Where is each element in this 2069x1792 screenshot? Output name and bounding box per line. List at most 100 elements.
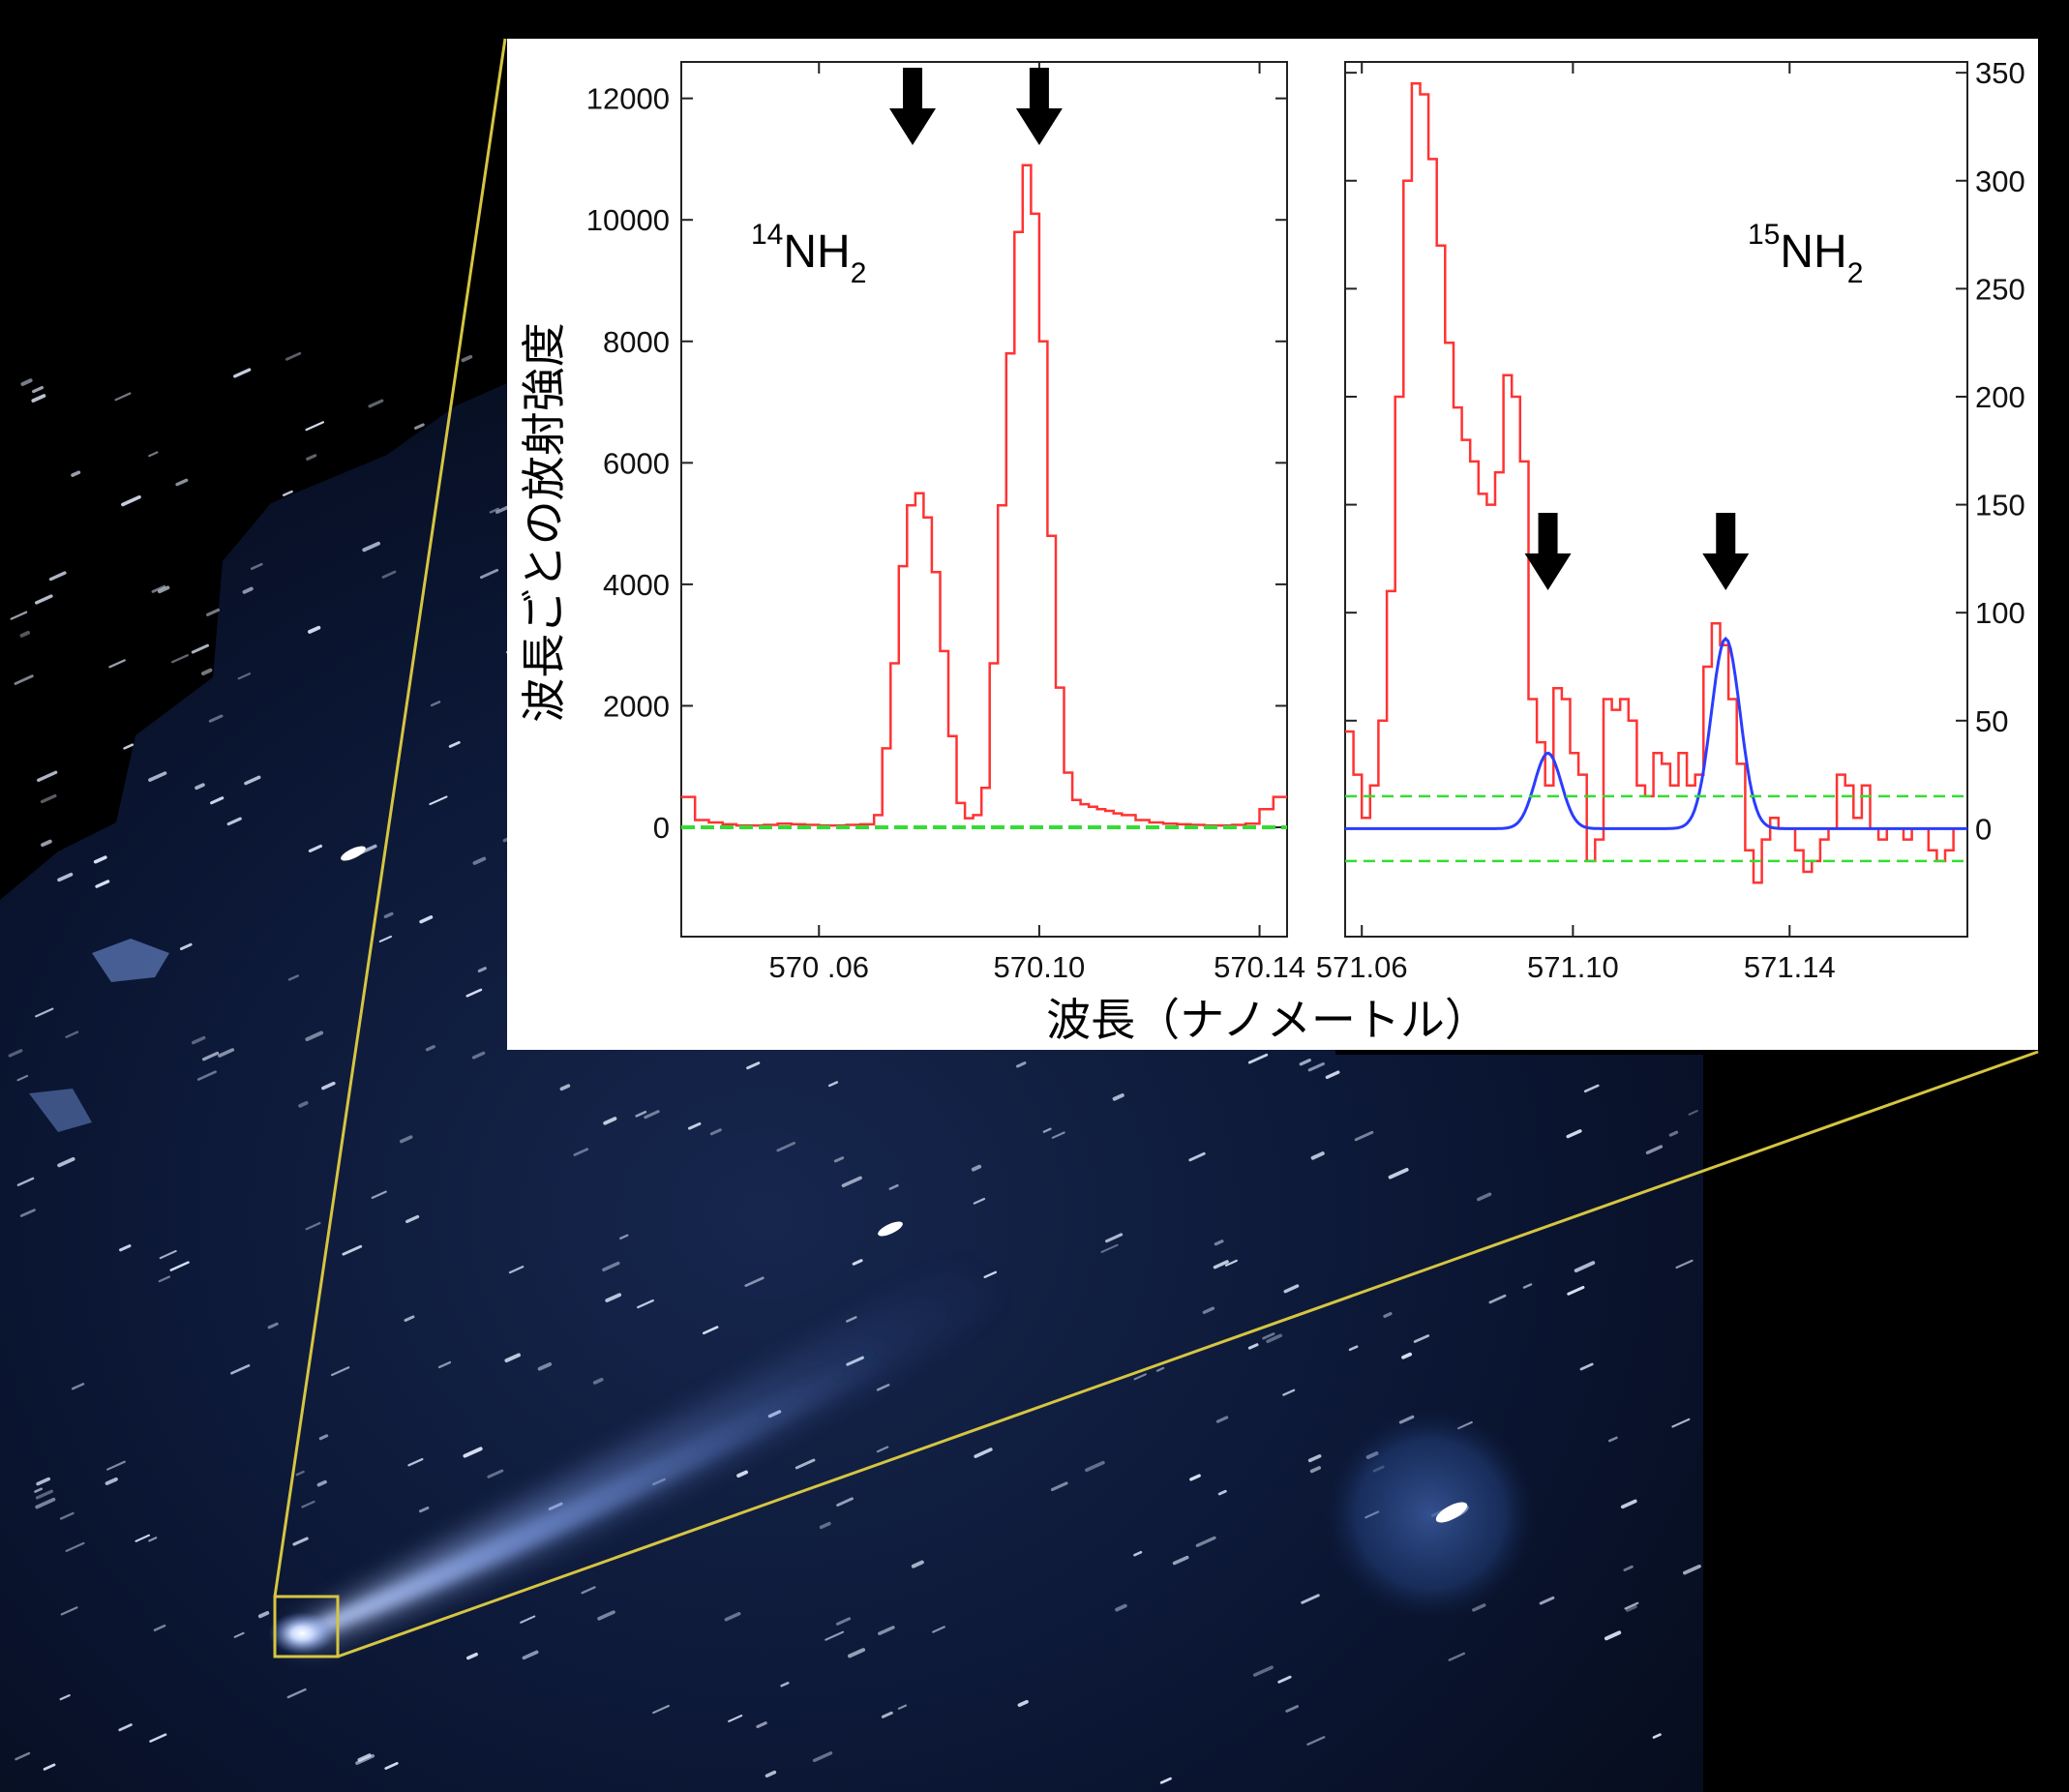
x-tick-label: 571.06 xyxy=(1316,950,1408,984)
star-streak xyxy=(1448,1652,1466,1661)
star-streak xyxy=(191,643,210,654)
x-tick-label: 571.10 xyxy=(1527,950,1619,984)
star-streak xyxy=(897,1704,908,1710)
star-streak xyxy=(852,1259,863,1266)
star-streak xyxy=(819,1521,831,1530)
star-streak xyxy=(848,1648,866,1658)
y-axis-title: 波長ごとの放射強度 xyxy=(518,322,570,723)
star-streak xyxy=(1133,1550,1143,1557)
star-streak xyxy=(637,1299,654,1309)
star-streak xyxy=(1623,1565,1634,1572)
left-species-base: NH xyxy=(783,226,850,278)
star-streak xyxy=(1195,1536,1216,1547)
star-streak xyxy=(19,630,30,638)
arrow-down-icon xyxy=(1015,68,1063,145)
star-streak xyxy=(888,1183,899,1190)
star-streak xyxy=(195,783,205,791)
star-streak xyxy=(10,611,28,620)
star-streak xyxy=(827,1081,839,1088)
star-streak xyxy=(1277,1675,1292,1684)
x-tick-label: 570 .06 xyxy=(769,950,869,984)
y-tick-label: 50 xyxy=(1975,704,2008,738)
y-tick-label: 4000 xyxy=(603,568,670,602)
star-streak xyxy=(71,1383,85,1390)
star-streak xyxy=(878,1626,895,1635)
star-streak xyxy=(1401,1352,1413,1359)
star-streak xyxy=(384,1762,399,1770)
star-streak xyxy=(1309,1466,1321,1474)
star-streak xyxy=(308,844,322,852)
star-streak xyxy=(418,1506,430,1513)
star-streak xyxy=(835,1617,852,1626)
gaussian-fit-line xyxy=(1345,636,1967,830)
star-streak xyxy=(1307,1454,1322,1463)
star-streak xyxy=(250,562,263,571)
star-streak xyxy=(1042,1127,1052,1133)
comet xyxy=(269,38,2039,1658)
star-streak xyxy=(108,659,126,669)
star-streak xyxy=(230,1363,251,1375)
halo-galaxy xyxy=(1324,1408,1537,1621)
star-streak xyxy=(437,1360,452,1369)
x-tick-label: 571.14 xyxy=(1744,950,1836,984)
left-arrows xyxy=(889,68,1063,145)
left-species-sub: 2 xyxy=(851,257,867,289)
star-streak xyxy=(149,1733,167,1743)
star-streak xyxy=(477,967,487,972)
star-streak xyxy=(237,672,252,680)
star-streak xyxy=(605,1293,622,1302)
star-streak xyxy=(59,1693,71,1701)
star-streak xyxy=(1604,1630,1622,1641)
star-streak xyxy=(93,855,107,864)
star-streak xyxy=(196,1070,217,1081)
left-species-sup: 14 xyxy=(751,219,783,251)
star-streak xyxy=(1388,1168,1409,1180)
star-streak xyxy=(32,385,44,394)
star-streak xyxy=(191,1035,206,1045)
zoom-box xyxy=(273,1595,340,1658)
star-streak xyxy=(1354,1130,1374,1142)
star-streak xyxy=(703,1326,719,1335)
star-streak xyxy=(1608,1436,1618,1443)
y-tick-label: 2000 xyxy=(603,689,670,723)
star-streak xyxy=(709,1128,722,1136)
star-streak xyxy=(305,1030,324,1042)
star-streak xyxy=(57,1156,75,1168)
star-streak xyxy=(218,1048,235,1058)
star-streak xyxy=(1413,1334,1430,1343)
star-streak xyxy=(179,942,193,951)
right-ticks: 0 50 100 150 200 250 300 350 571.06 571.10 571.14 xyxy=(1316,56,2025,984)
star-streak xyxy=(1112,1093,1124,1101)
right-species-sup: 15 xyxy=(1748,219,1780,251)
star-streak xyxy=(414,423,425,430)
star-streak xyxy=(405,1214,420,1224)
star-streak xyxy=(95,880,110,888)
star-streak xyxy=(34,594,53,605)
star-streak xyxy=(429,795,448,806)
star-streak xyxy=(795,1458,816,1470)
star-streak xyxy=(581,1586,596,1595)
star-streak xyxy=(242,586,254,594)
telescope-artifact-upper xyxy=(92,939,169,982)
y-tick-label: 350 xyxy=(1975,56,2025,90)
star-streak xyxy=(71,470,81,477)
star-streak xyxy=(65,1030,79,1038)
star-streak xyxy=(301,1500,315,1508)
star-streak xyxy=(1306,1736,1326,1747)
star-streak xyxy=(1100,1243,1119,1253)
star-streak xyxy=(971,1164,982,1172)
star-streak xyxy=(171,654,189,664)
star-streak xyxy=(776,1141,796,1152)
star-streak xyxy=(728,1715,743,1722)
star-streak xyxy=(135,1534,150,1542)
star-streak xyxy=(1252,1665,1274,1677)
star-streak xyxy=(43,1763,56,1771)
star-streak xyxy=(812,1751,833,1763)
star-streak xyxy=(1522,1283,1533,1289)
star-streak xyxy=(465,988,483,998)
star-streak xyxy=(973,1197,986,1205)
star-streak xyxy=(34,1487,44,1493)
star-streak xyxy=(1015,1061,1027,1068)
star-streak xyxy=(306,454,317,461)
